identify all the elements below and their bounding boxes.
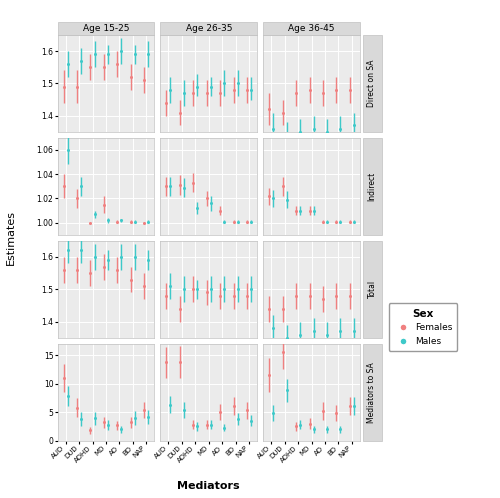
Text: Age 36-45: Age 36-45: [288, 24, 335, 33]
Text: Total: Total: [368, 280, 376, 298]
Text: Estimates: Estimates: [6, 210, 16, 265]
Text: Mediators: Mediators: [178, 481, 240, 491]
Text: Direct on SA: Direct on SA: [368, 60, 376, 107]
Legend: Females, Males: Females, Males: [388, 303, 458, 351]
Text: Age 15-25: Age 15-25: [82, 24, 129, 33]
Text: Mediators to SA: Mediators to SA: [368, 362, 376, 423]
Text: Indirect: Indirect: [368, 172, 376, 201]
Text: Age 26-35: Age 26-35: [186, 24, 232, 33]
